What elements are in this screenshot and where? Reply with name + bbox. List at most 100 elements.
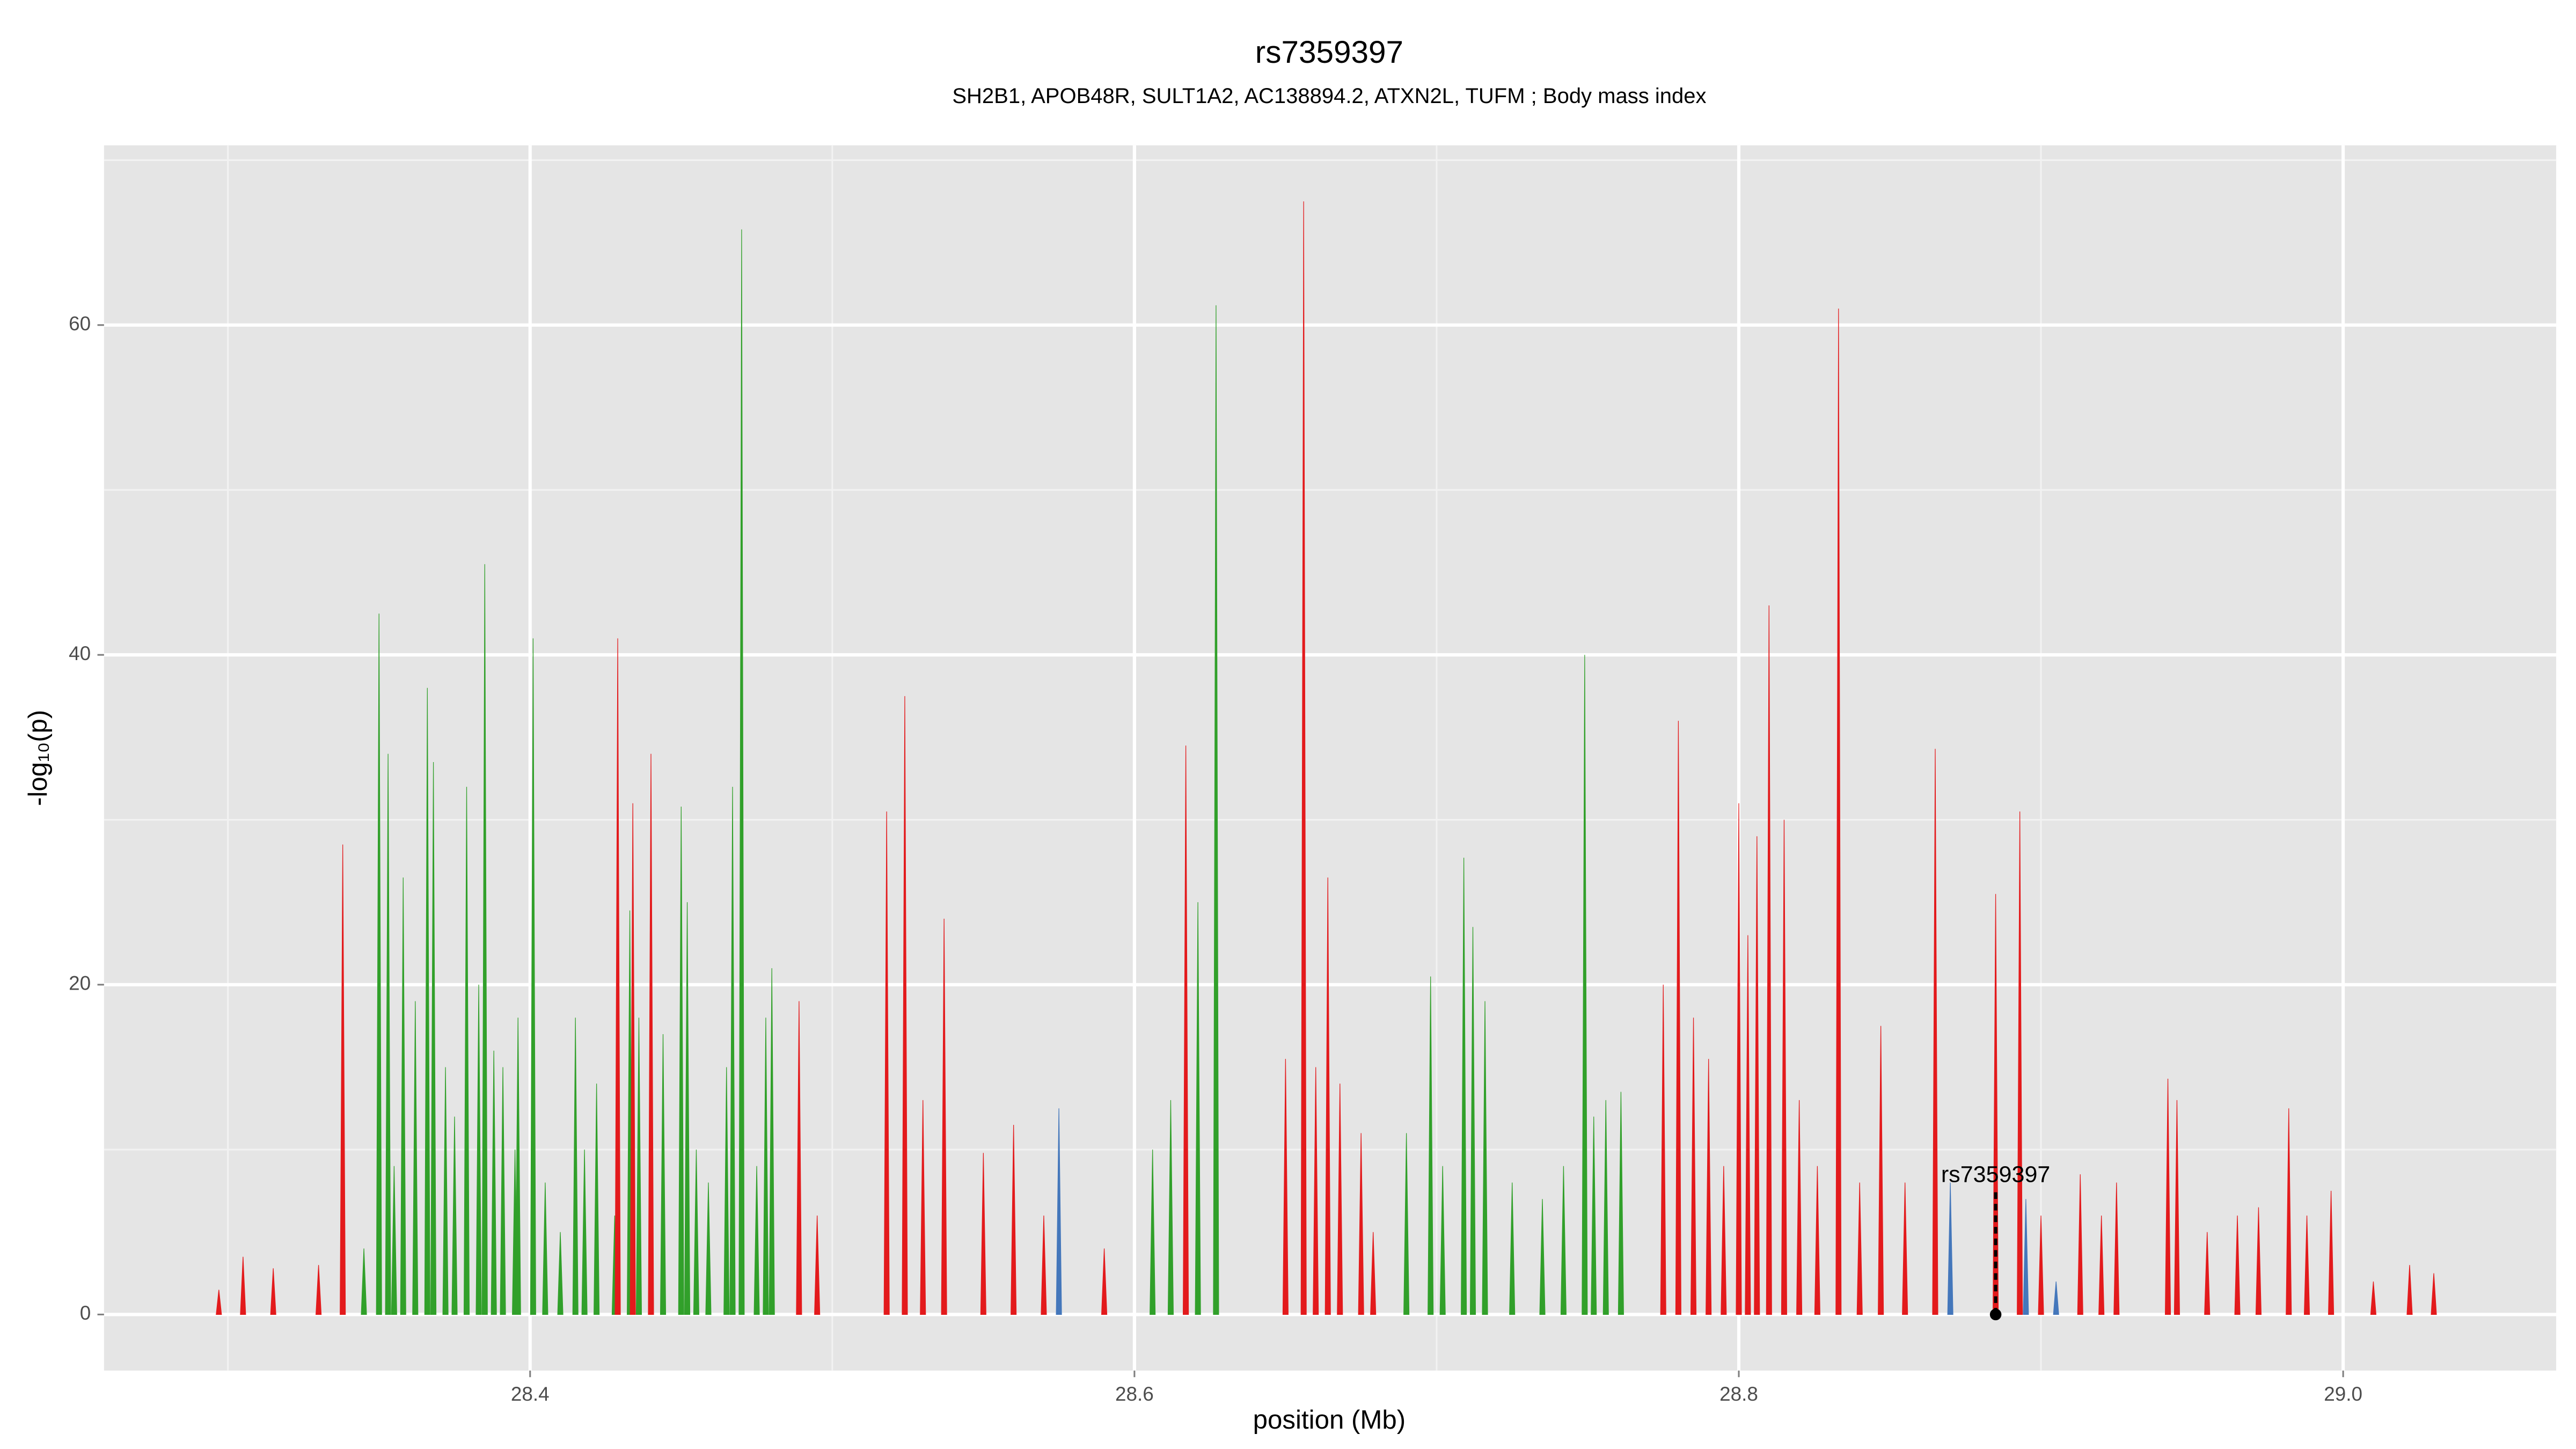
spike — [796, 1001, 802, 1315]
spike — [1403, 1133, 1410, 1315]
spike — [1011, 1124, 1017, 1315]
spike — [814, 1215, 821, 1315]
spike — [1721, 1166, 1727, 1315]
spike — [1814, 1166, 1820, 1315]
spike — [1358, 1133, 1364, 1315]
spike — [2370, 1281, 2377, 1315]
spike — [500, 1067, 506, 1315]
spike — [2017, 811, 2023, 1315]
spike — [2164, 1078, 2171, 1315]
y-tick-label: 0 — [80, 1302, 91, 1324]
spike — [614, 638, 621, 1315]
spike — [1370, 1232, 1377, 1315]
spike — [1902, 1182, 1908, 1315]
spike — [581, 1150, 588, 1315]
spike — [1675, 721, 1681, 1315]
spike — [883, 811, 890, 1315]
spike — [678, 806, 684, 1315]
spike — [2023, 1199, 2029, 1315]
spike — [2204, 1232, 2211, 1315]
spike — [391, 1166, 397, 1315]
spike — [763, 1018, 769, 1315]
spike — [1041, 1215, 1047, 1315]
spike — [515, 1018, 521, 1315]
spike — [451, 1116, 458, 1315]
spike — [723, 1067, 730, 1315]
spike — [2255, 1207, 2262, 1315]
spike — [1766, 605, 1772, 1315]
spike — [1101, 1248, 1108, 1315]
spike — [1461, 858, 1467, 1315]
spike — [684, 902, 691, 1315]
spike — [2053, 1281, 2059, 1315]
spike — [316, 1265, 322, 1315]
spike — [2077, 1174, 2083, 1315]
spike — [1183, 745, 1189, 1315]
spike — [1591, 1116, 1597, 1315]
spike — [980, 1153, 986, 1315]
spike — [753, 1166, 760, 1315]
spike — [1660, 984, 1666, 1315]
spike — [1618, 1092, 1624, 1315]
spike — [1056, 1108, 1062, 1315]
spike — [1150, 1150, 1156, 1315]
spike — [594, 1084, 600, 1315]
spike — [1856, 1182, 1863, 1315]
spike — [1690, 1018, 1697, 1315]
spike — [920, 1100, 926, 1315]
spike — [1932, 749, 1938, 1315]
spike — [660, 1034, 667, 1315]
spike — [1195, 902, 1201, 1315]
spike — [2431, 1273, 2437, 1315]
spike — [430, 762, 437, 1315]
spike — [941, 918, 947, 1315]
spike — [572, 1018, 579, 1315]
spike — [2234, 1215, 2241, 1315]
spike — [1754, 836, 1760, 1315]
spike — [902, 696, 908, 1315]
spike — [1796, 1100, 1803, 1315]
spike — [1509, 1182, 1516, 1315]
spike — [270, 1268, 276, 1315]
x-axis-title: position (Mb) — [1253, 1405, 1406, 1435]
series — [361, 229, 1624, 1315]
spike — [738, 229, 745, 1315]
spike — [1337, 1084, 1343, 1315]
spike — [1313, 1067, 1319, 1315]
spike — [769, 968, 775, 1315]
y-axis-title: -log₁₀(p) — [23, 710, 53, 806]
spike — [1300, 201, 1307, 1315]
x-tick-label: 28.4 — [511, 1383, 550, 1405]
spike — [530, 638, 536, 1315]
spike — [1736, 803, 1742, 1315]
series — [216, 201, 2437, 1315]
spike — [442, 1067, 449, 1315]
spike — [2286, 1108, 2292, 1315]
x-tick-label: 28.8 — [1719, 1383, 1758, 1405]
x-tick-label: 29.0 — [2324, 1383, 2362, 1405]
spike — [400, 877, 406, 1315]
plot-panel — [104, 145, 2557, 1371]
spike — [1469, 927, 1476, 1315]
spike — [630, 803, 636, 1315]
spike — [1947, 1182, 1953, 1315]
spike — [424, 687, 430, 1315]
spike — [340, 844, 346, 1315]
spike — [648, 753, 654, 1315]
spike — [2038, 1215, 2044, 1315]
spike — [1167, 1100, 1174, 1315]
spike — [2098, 1215, 2105, 1315]
spike — [1781, 819, 1788, 1315]
spike — [361, 1248, 367, 1315]
spike — [1745, 935, 1751, 1315]
spike — [542, 1182, 548, 1315]
spike — [385, 753, 391, 1315]
spike — [1539, 1199, 1546, 1315]
spike — [705, 1182, 712, 1315]
spike — [1878, 1026, 1884, 1315]
spike — [2328, 1190, 2334, 1315]
spike — [729, 787, 736, 1315]
spike — [1439, 1166, 1446, 1315]
spike — [1706, 1059, 1712, 1315]
